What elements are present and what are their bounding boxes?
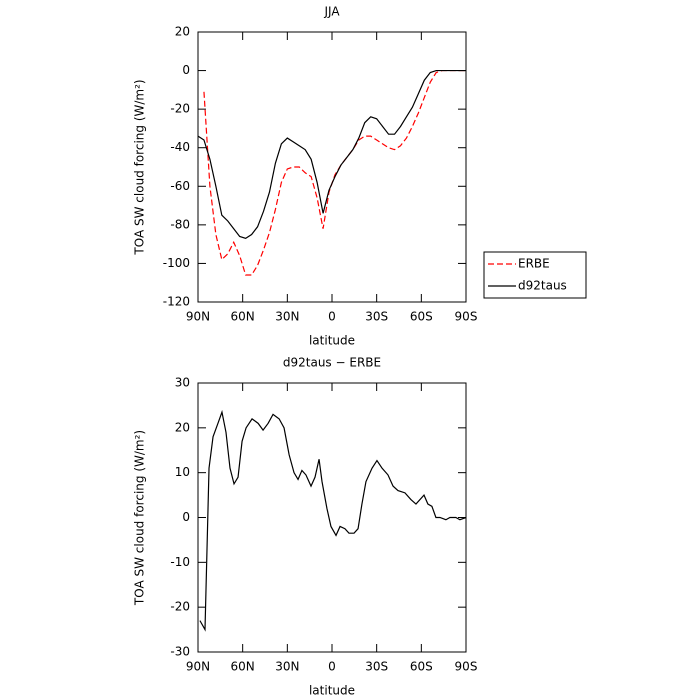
y-tick-label: -40 [170,140,190,154]
y-tick-label: -10 [170,555,190,569]
x-tick-label: 30N [275,310,299,324]
plot-frame [197,31,467,303]
y-tick-label: 20 [175,25,190,39]
y-tick-label: 0 [182,510,190,524]
y-tick-label: 30 [175,376,190,390]
x-tick-label: 0 [328,310,336,324]
legend-label: ERBE [518,257,550,271]
x-tick-label: 60N [231,310,255,324]
y-tick-label: 10 [175,465,190,479]
y-tick-label: -20 [170,102,190,116]
x-tick-label: 90N [186,660,210,674]
y-tick-label: -120 [163,295,190,309]
x-tick-label: 30N [275,660,299,674]
x-tick-label: 90S [455,310,478,324]
y-axis-label: TOA SW cloud forcing (W/m²) [133,430,147,606]
x-tick-label: 30S [365,660,388,674]
chart-title: d92taus − ERBE [283,356,381,370]
x-axis-label: latitude [309,334,355,348]
y-tick-label: -20 [170,600,190,614]
x-tick-label: 60S [410,310,433,324]
plot-frame [197,382,467,653]
y-tick-label: -60 [170,179,190,193]
x-tick-label: 60S [410,660,433,674]
chart-title: JJA [323,5,340,19]
data-line [197,69,466,240]
y-axis-label: TOA SW cloud forcing (W/m²) [133,79,147,255]
x-tick-label: 90S [455,660,478,674]
y-tick-label: -80 [170,217,190,231]
x-tick-label: 60N [231,660,255,674]
data-line [199,409,467,632]
x-tick-label: 0 [328,660,336,674]
legend-box [483,251,587,299]
y-tick-label: 0 [182,63,190,77]
y-tick-label: 20 [175,420,190,434]
y-tick-label: -30 [170,645,190,659]
y-tick-label: -100 [163,256,190,270]
x-axis-label: latitude [309,684,355,698]
legend-label: d92taus [518,279,567,293]
data-line [203,69,466,276]
x-tick-label: 90N [186,310,210,324]
x-tick-label: 30S [365,310,388,324]
